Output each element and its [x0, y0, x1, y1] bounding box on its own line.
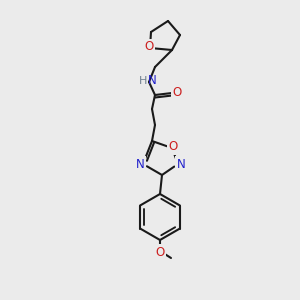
Text: O: O: [144, 40, 154, 53]
Text: O: O: [155, 245, 165, 259]
Text: N: N: [177, 158, 185, 170]
Text: N: N: [136, 158, 144, 170]
Text: O: O: [172, 85, 182, 98]
Text: N: N: [148, 74, 156, 88]
Text: H: H: [139, 76, 147, 86]
Text: O: O: [168, 140, 178, 154]
